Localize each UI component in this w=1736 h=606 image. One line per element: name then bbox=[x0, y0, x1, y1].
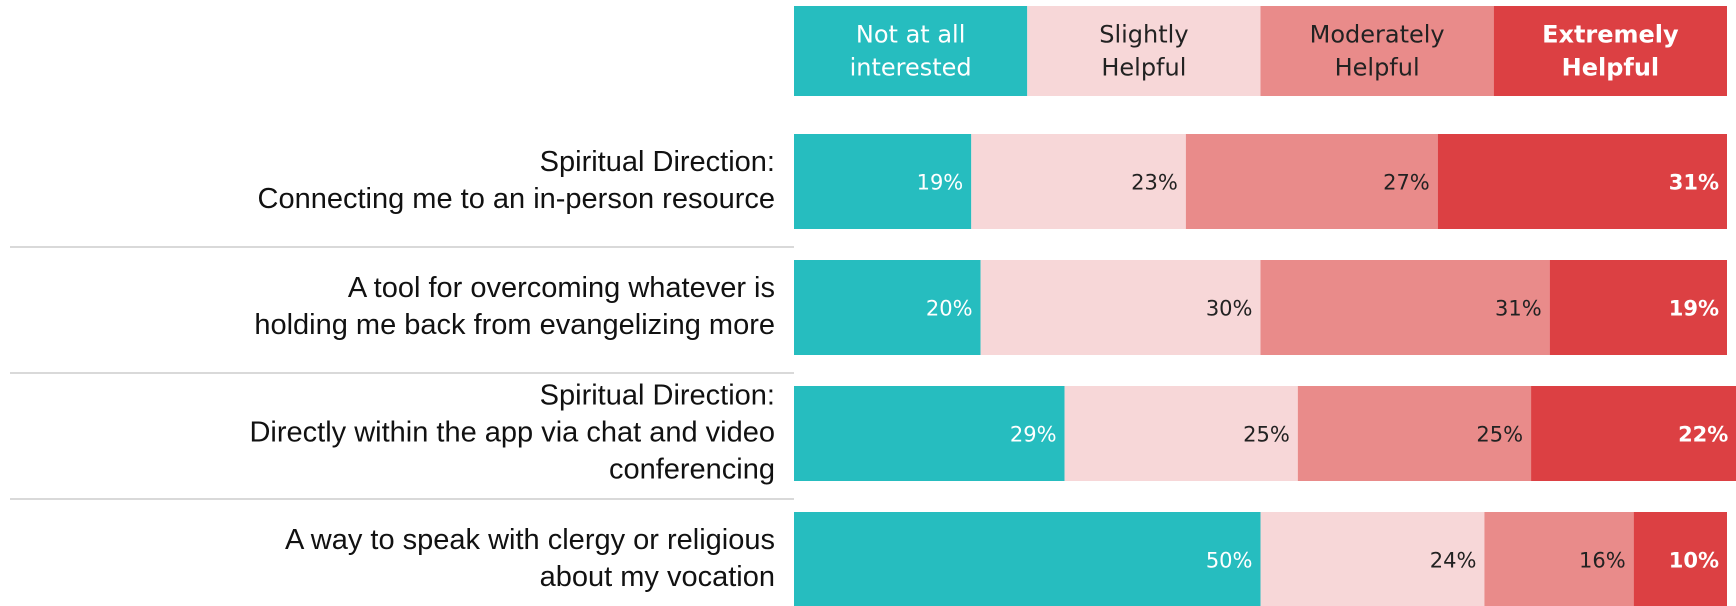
bar-segment bbox=[1297, 386, 1532, 481]
category-label: Spiritual Direction: Directly within the … bbox=[249, 379, 775, 485]
value-label: 24% bbox=[1430, 549, 1477, 573]
legend-swatch bbox=[794, 6, 1028, 96]
bar-segment bbox=[971, 134, 1186, 229]
bar-segment bbox=[980, 260, 1261, 355]
value-label: 10% bbox=[1669, 549, 1719, 573]
value-label: 19% bbox=[917, 171, 964, 195]
bar-segment bbox=[1260, 512, 1485, 606]
legend-label: Not at all interested bbox=[850, 21, 972, 82]
bar-segment bbox=[794, 260, 981, 355]
category-label: Spiritual Direction: Connecting me to an … bbox=[258, 146, 775, 215]
value-label: 50% bbox=[1206, 549, 1253, 573]
legend-label: Moderately Helpful bbox=[1310, 21, 1445, 82]
value-label: 30% bbox=[1206, 297, 1253, 321]
legend-swatch bbox=[1493, 6, 1727, 96]
bar-segment bbox=[1064, 386, 1298, 481]
bar-segment bbox=[794, 134, 972, 229]
value-label: 31% bbox=[1495, 297, 1542, 321]
value-label: 22% bbox=[1678, 423, 1728, 447]
legend-label: Extremely Helpful bbox=[1542, 21, 1679, 82]
value-label: 20% bbox=[926, 297, 973, 321]
value-label: 19% bbox=[1669, 297, 1719, 321]
value-label: 29% bbox=[1010, 423, 1057, 447]
value-label: 16% bbox=[1579, 549, 1626, 573]
value-label: 27% bbox=[1383, 171, 1430, 195]
bar-segment bbox=[794, 512, 1261, 606]
legend-swatch bbox=[1260, 6, 1494, 96]
bar-segment bbox=[1260, 260, 1550, 355]
legend-label: Slightly Helpful bbox=[1099, 21, 1188, 82]
bar-segment bbox=[1437, 134, 1727, 229]
value-label: 31% bbox=[1669, 171, 1719, 195]
category-label: A way to speak with clergy or religious a… bbox=[285, 524, 775, 593]
bar-segment bbox=[1633, 512, 1727, 606]
bar-segment bbox=[1484, 512, 1634, 606]
value-label: 25% bbox=[1243, 423, 1290, 447]
category-label: A tool for overcoming whatever is holding… bbox=[254, 272, 775, 341]
value-label: 25% bbox=[1476, 423, 1523, 447]
bar-segment bbox=[1531, 386, 1736, 481]
value-label: 23% bbox=[1131, 171, 1178, 195]
bar-segment bbox=[1549, 260, 1727, 355]
bar-segment bbox=[1185, 134, 1438, 229]
legend-swatch bbox=[1027, 6, 1261, 96]
bar-segment bbox=[794, 386, 1065, 481]
